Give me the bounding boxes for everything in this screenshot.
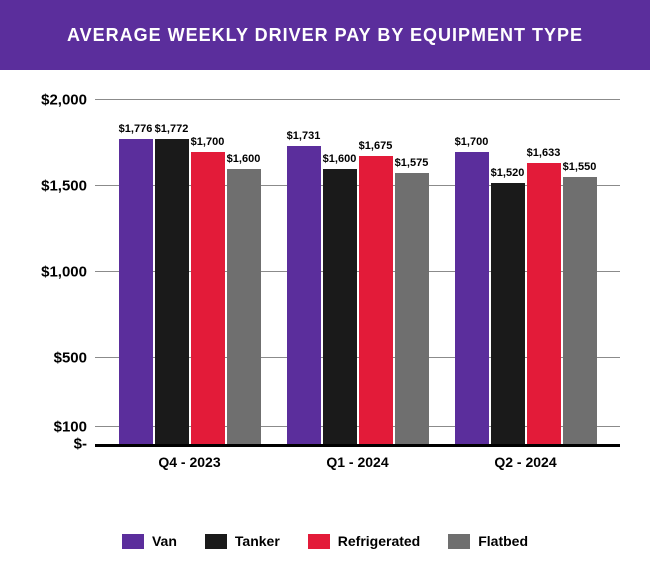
- category-label: Q2 - 2024: [494, 454, 556, 470]
- chart-area: $-$100 $500 $1,000 $1,500 $2,000 $1,776$1,772…: [0, 70, 650, 527]
- bar-value-label: $1,731: [287, 130, 321, 142]
- y-axis-label: $2,000: [41, 92, 87, 109]
- bar-value-label: $1,633: [527, 147, 561, 159]
- chart-title-bar: AVERAGE WEEKLY DRIVER PAY BY EQUIPMENT T…: [0, 0, 650, 70]
- legend-item: Van: [122, 533, 177, 549]
- bar-value-label: $1,772: [155, 123, 189, 135]
- legend-swatch: [308, 534, 330, 549]
- bar: $1,700: [455, 152, 489, 444]
- bar-group: $1,700$1,520$1,633$1,550Q2 - 2024: [455, 100, 597, 444]
- y-axis-label: $1,500: [41, 178, 87, 195]
- y-axis-label: $-: [74, 436, 87, 453]
- bar: $1,772: [155, 139, 189, 444]
- bar: $1,675: [359, 156, 393, 444]
- legend-item: Flatbed: [448, 533, 528, 549]
- y-axis-label: $500: [54, 350, 87, 367]
- legend-item: Tanker: [205, 533, 280, 549]
- bar-value-label: $1,520: [491, 167, 525, 179]
- legend-label: Van: [152, 533, 177, 549]
- bar-value-label: $1,675: [359, 140, 393, 152]
- bar-value-label: $1,575: [395, 157, 429, 169]
- y-axis-label: $1,000: [41, 264, 87, 281]
- bar: $1,776: [119, 139, 153, 444]
- bar-value-label: $1,700: [455, 136, 489, 148]
- legend-label: Flatbed: [478, 533, 528, 549]
- bar: $1,731: [287, 146, 321, 444]
- category-label: Q4 - 2023: [158, 454, 220, 470]
- legend-item: Refrigerated: [308, 533, 420, 549]
- bar: $1,633: [527, 163, 561, 444]
- bar-value-label: $1,700: [191, 136, 225, 148]
- bar: $1,575: [395, 173, 429, 444]
- y-axis-label: $100: [54, 418, 87, 435]
- plot-region: $-$100$500$1,000$1,500$2,000$1,776$1,772…: [95, 100, 620, 447]
- bar: $1,520: [491, 183, 525, 444]
- bar: $1,600: [323, 169, 357, 444]
- bar: $1,700: [191, 152, 225, 444]
- bar: $1,550: [563, 177, 597, 444]
- legend-label: Refrigerated: [338, 533, 420, 549]
- legend: Van Tanker Refrigerated Flatbed: [0, 527, 650, 569]
- legend-swatch: [205, 534, 227, 549]
- legend-label: Tanker: [235, 533, 280, 549]
- chart-title: AVERAGE WEEKLY DRIVER PAY BY EQUIPMENT T…: [67, 25, 583, 46]
- bar-group: $1,731$1,600$1,675$1,575Q1 - 2024: [287, 100, 429, 444]
- bar-value-label: $1,550: [563, 161, 597, 173]
- bar-value-label: $1,776: [119, 123, 153, 135]
- legend-swatch: [448, 534, 470, 549]
- bar-value-label: $1,600: [323, 153, 357, 165]
- category-label: Q1 - 2024: [326, 454, 388, 470]
- bar-group: $1,776$1,772$1,700$1,600Q4 - 2023: [119, 100, 261, 444]
- chart-container: AVERAGE WEEKLY DRIVER PAY BY EQUIPMENT T…: [0, 0, 650, 569]
- bar-value-label: $1,600: [227, 153, 261, 165]
- legend-swatch: [122, 534, 144, 549]
- bar: $1,600: [227, 169, 261, 444]
